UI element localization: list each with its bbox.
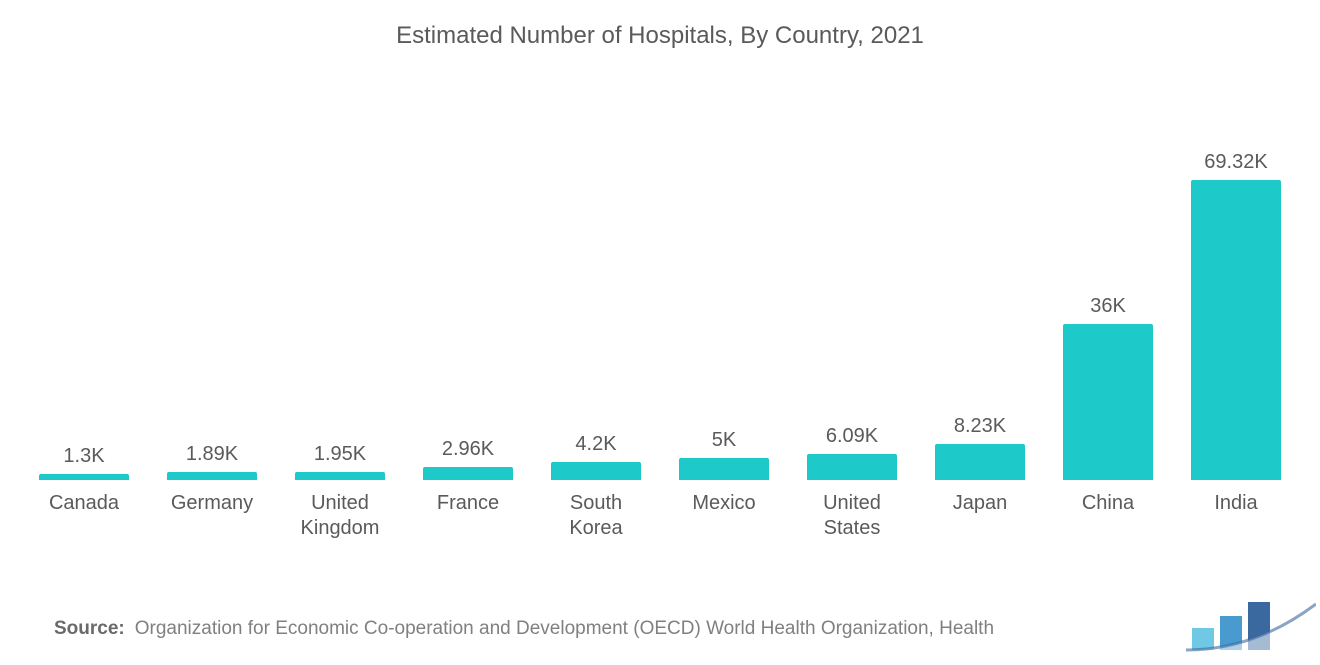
bar [679, 458, 769, 480]
x-axis-label: UnitedKingdom [276, 485, 404, 541]
bar-column: 1.3K [20, 70, 148, 480]
bar-value-label: 36K [1090, 295, 1126, 318]
bar [423, 467, 513, 480]
bar-value-label: 69.32K [1204, 151, 1267, 174]
bar [167, 472, 257, 480]
x-axis-label: France [404, 485, 532, 541]
bar-value-label: 1.3K [63, 445, 104, 468]
source-label: Source: [54, 618, 125, 640]
bar-value-label: 1.89K [186, 443, 238, 466]
bar [807, 454, 897, 480]
bar-column: 6.09K [788, 70, 916, 480]
x-axis-label: SouthKorea [532, 485, 660, 541]
bar [935, 444, 1025, 480]
x-axis-label: Canada [20, 485, 148, 541]
bar-value-label: 2.96K [442, 438, 494, 461]
chart-container: Estimated Number of Hospitals, By Countr… [0, 0, 1320, 665]
bar-column: 1.89K [148, 70, 276, 480]
x-axis-label: UnitedStates [788, 485, 916, 541]
x-axis-labels: CanadaGermanyUnitedKingdomFranceSouthKor… [0, 485, 1320, 541]
bar-value-label: 1.95K [314, 443, 366, 466]
bar-column: 36K [1044, 70, 1172, 480]
bar-column: 4.2K [532, 70, 660, 480]
bar-column: 5K [660, 70, 788, 480]
bar [39, 474, 129, 480]
bar [1063, 324, 1153, 480]
chart-title: Estimated Number of Hospitals, By Countr… [0, 0, 1320, 50]
bars-row: 1.3K 1.89K 1.95K 2.96K 4.2K 5K 6.09K 8.23K 36K 69… [0, 70, 1320, 480]
x-axis-label: Mexico [660, 485, 788, 541]
source-text: Organization for Economic Co-operation a… [135, 618, 994, 640]
bar-column: 8.23K [916, 70, 1044, 480]
plot-area: 1.3K 1.89K 1.95K 2.96K 4.2K 5K 6.09K 8.23K 36K 69… [0, 70, 1320, 480]
x-axis-label: Germany [148, 485, 276, 541]
bar-column: 2.96K [404, 70, 532, 480]
bar-column: 69.32K [1172, 70, 1300, 480]
source-row: Source: Organization for Economic Co-ope… [0, 618, 1320, 640]
bar-value-label: 8.23K [954, 415, 1006, 438]
x-axis-label: China [1044, 485, 1172, 541]
bar-value-label: 6.09K [826, 425, 878, 448]
bar [295, 472, 385, 480]
bar [551, 462, 641, 480]
x-axis-label: Japan [916, 485, 1044, 541]
bar-value-label: 4.2K [575, 433, 616, 456]
bar-value-label: 5K [712, 429, 736, 452]
x-axis-label: India [1172, 485, 1300, 541]
bar-column: 1.95K [276, 70, 404, 480]
bar [1191, 180, 1281, 480]
